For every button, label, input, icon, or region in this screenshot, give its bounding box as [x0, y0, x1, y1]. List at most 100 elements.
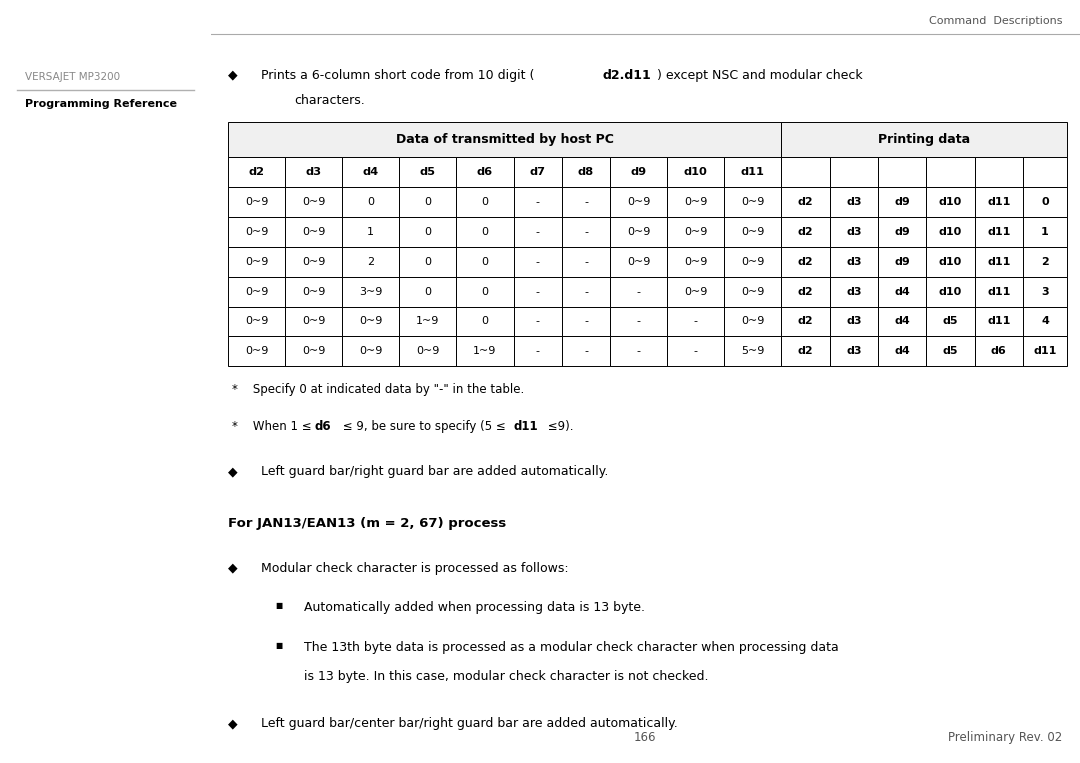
Bar	[562, 157, 610, 187]
Bar	[513, 157, 562, 187]
Text: d9: d9	[894, 197, 910, 208]
Text: 0~9: 0~9	[302, 227, 325, 237]
Text: d5: d5	[943, 317, 958, 327]
Text: ◆: ◆	[228, 717, 238, 730]
Text: 2: 2	[1041, 257, 1049, 267]
Text: 1: 1	[1041, 227, 1049, 237]
Bar	[829, 277, 878, 307]
Bar	[610, 277, 667, 307]
Bar	[782, 157, 829, 187]
Text: -: -	[584, 317, 588, 327]
Text: VERSAJET MP3200: VERSAJET MP3200	[25, 72, 120, 82]
Text: d2: d2	[798, 257, 813, 267]
Bar	[228, 277, 285, 307]
Bar	[400, 217, 457, 247]
Text: Command  Descriptions: Command Descriptions	[929, 17, 1063, 27]
Text: -: -	[536, 317, 540, 327]
Text: d3: d3	[846, 287, 862, 297]
Text: Data of transmitted by host PC: Data of transmitted by host PC	[395, 134, 613, 146]
Text: d2.d11: d2.d11	[603, 69, 651, 82]
Text: d6: d6	[477, 167, 492, 177]
Bar	[285, 307, 342, 336]
Text: ■: ■	[275, 601, 283, 610]
Bar	[285, 187, 342, 217]
Text: -: -	[693, 346, 698, 356]
Text: 0: 0	[1041, 197, 1049, 208]
Text: d2: d2	[798, 197, 813, 208]
Text: -: -	[536, 346, 540, 356]
Text: ) except NSC and modular check: ) except NSC and modular check	[658, 69, 863, 82]
Text: 0: 0	[424, 257, 431, 267]
Bar	[228, 122, 782, 157]
Text: d11: d11	[987, 287, 1011, 297]
Text: 0: 0	[482, 227, 488, 237]
Bar	[782, 336, 829, 366]
Text: d2: d2	[248, 167, 265, 177]
Bar	[829, 157, 878, 187]
Bar	[975, 307, 1023, 336]
Text: d5: d5	[943, 346, 958, 356]
Text: characters.: characters.	[294, 94, 365, 107]
Text: ≤ 9, be sure to specify (5 ≤: ≤ 9, be sure to specify (5 ≤	[339, 420, 510, 433]
Text: d11: d11	[987, 257, 1011, 267]
Text: d9: d9	[894, 257, 910, 267]
Bar	[610, 336, 667, 366]
Bar	[927, 187, 975, 217]
Text: 0~9: 0~9	[245, 257, 268, 267]
Text: Programming Reference: Programming Reference	[25, 99, 177, 109]
Bar	[1023, 187, 1067, 217]
Bar	[1023, 217, 1067, 247]
Bar	[228, 247, 285, 277]
Text: The 13th byte data is processed as a modular check character when processing dat: The 13th byte data is processed as a mod…	[305, 641, 839, 654]
Text: Modular check character is processed as follows:: Modular check character is processed as …	[261, 562, 569, 575]
Bar	[610, 187, 667, 217]
Bar	[782, 217, 829, 247]
Text: 2: 2	[367, 257, 375, 267]
Bar	[285, 157, 342, 187]
Text: Left guard bar/right guard bar are added automatically.: Left guard bar/right guard bar are added…	[261, 465, 608, 478]
Text: ◆: ◆	[228, 562, 238, 575]
Bar	[975, 336, 1023, 366]
Text: -: -	[637, 317, 640, 327]
Text: d2: d2	[798, 317, 813, 327]
Text: d11: d11	[513, 420, 538, 433]
Text: 0~9: 0~9	[741, 317, 765, 327]
Text: 0: 0	[482, 197, 488, 208]
Text: -: -	[584, 346, 588, 356]
Text: -: -	[536, 227, 540, 237]
Bar	[285, 247, 342, 277]
Text: d11: d11	[741, 167, 765, 177]
Bar	[667, 277, 725, 307]
Text: 0~9: 0~9	[627, 227, 650, 237]
Bar	[878, 336, 927, 366]
Text: 0~9: 0~9	[302, 317, 325, 327]
Text: -: -	[536, 257, 540, 267]
Bar	[829, 187, 878, 217]
Bar	[782, 187, 829, 217]
Text: d10: d10	[939, 257, 962, 267]
Text: d6: d6	[991, 346, 1007, 356]
Bar	[400, 336, 457, 366]
Bar	[342, 247, 400, 277]
Text: d11: d11	[987, 227, 1011, 237]
Text: Preliminary Rev. 02: Preliminary Rev. 02	[948, 731, 1063, 744]
Text: 0: 0	[482, 317, 488, 327]
Text: ≤9).: ≤9).	[544, 420, 573, 433]
Bar	[1023, 277, 1067, 307]
Text: d10: d10	[939, 197, 962, 208]
Bar	[927, 277, 975, 307]
Bar	[975, 217, 1023, 247]
Bar	[975, 247, 1023, 277]
Text: d3: d3	[846, 317, 862, 327]
Text: 0~9: 0~9	[416, 346, 440, 356]
Text: d5: d5	[420, 167, 436, 177]
Bar	[228, 307, 285, 336]
Bar	[342, 157, 400, 187]
Text: -: -	[536, 197, 540, 208]
Bar	[457, 336, 513, 366]
Bar	[610, 307, 667, 336]
Bar	[562, 187, 610, 217]
Text: 0: 0	[424, 227, 431, 237]
Text: d2: d2	[798, 227, 813, 237]
Text: is 13 byte. In this case, modular check character is not checked.: is 13 byte. In this case, modular check …	[305, 670, 708, 683]
